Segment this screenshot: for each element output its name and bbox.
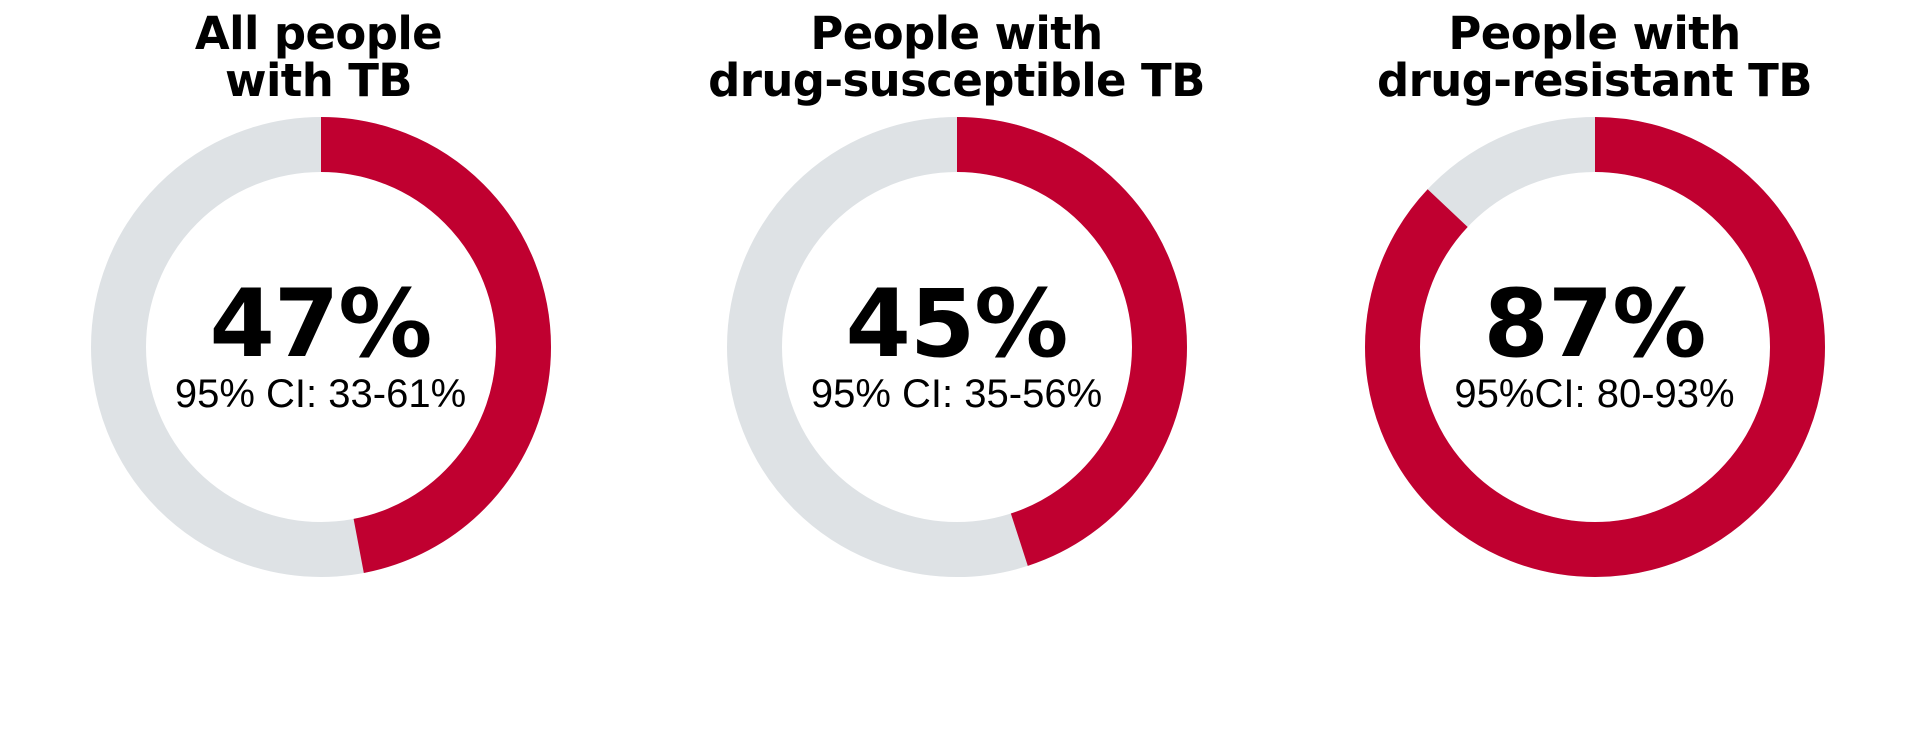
chart-panel-all-people-with-tb: All people with TB 47% 95% CI: 33-61% — [0, 0, 637, 739]
donut-chart-all-people-with-tb: 47% 95% CI: 33-61% — [86, 112, 556, 582]
chart-panel-drug-susceptible-tb: People with drug-susceptible TB 45% 95% … — [638, 0, 1275, 739]
donut-chart-drug-resistant-tb: 87% 95%CI: 80-93% — [1360, 112, 1830, 582]
donut-value-arc — [1364, 116, 1825, 577]
panel-title: People with drug-resistant TB — [1377, 7, 1813, 108]
donut-chart-drug-susceptible-tb: 45% 95% CI: 35-56% — [722, 112, 1192, 582]
panel-title: All people with TB — [194, 7, 443, 108]
panel-title: People with drug-susceptible TB — [708, 7, 1205, 108]
donut-svg — [1364, 116, 1825, 577]
donut-value-arc — [726, 116, 1187, 577]
chart-panel-drug-resistant-tb: People with drug-resistant TB 87% 95%CI:… — [1276, 0, 1913, 739]
donut-svg — [90, 116, 551, 577]
donut-value-arc — [90, 116, 551, 577]
donut-svg — [726, 116, 1187, 577]
